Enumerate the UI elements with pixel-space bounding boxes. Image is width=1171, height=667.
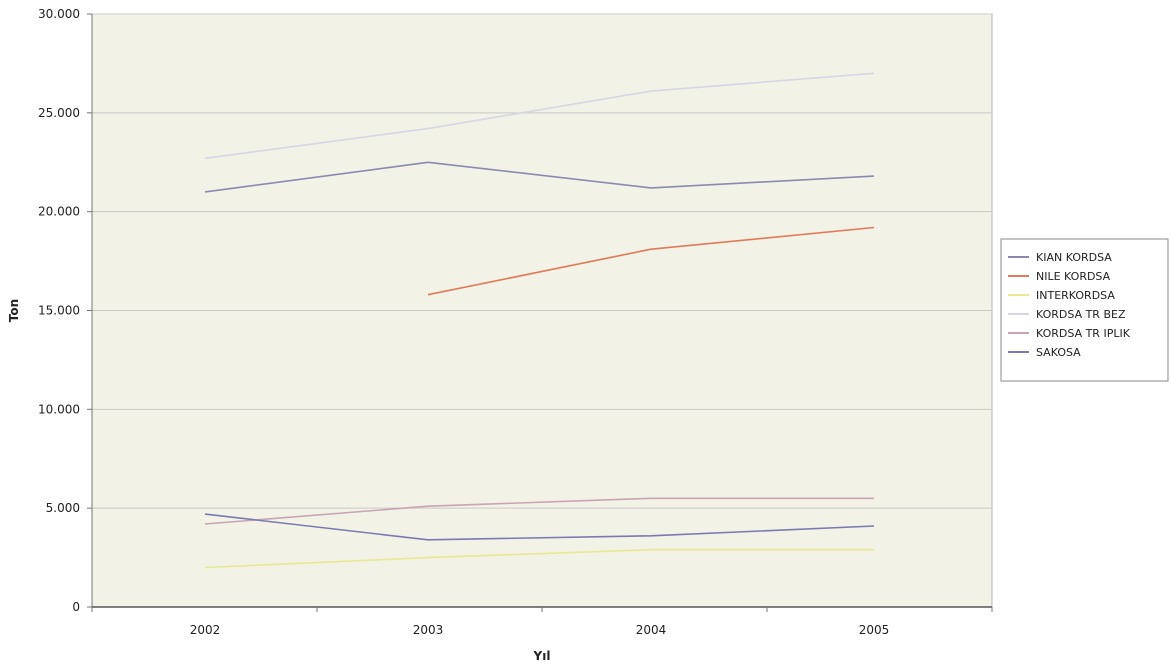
legend-box	[1000, 238, 1169, 382]
y-tick-label: 15.000	[38, 304, 80, 318]
series-line-1	[427, 226, 875, 296]
series-line-5	[204, 513, 875, 541]
y-tick-label: 30.000	[38, 7, 80, 21]
gridlines	[92, 13, 992, 509]
y-tick-label: 5.000	[46, 501, 80, 515]
legend: KIAN KORDSA NILE KORDSA INTERKORDSA KORDSA …	[1000, 238, 1169, 382]
y-tick-label: 25.000	[38, 106, 80, 120]
x-tick-label: 2005	[859, 623, 890, 637]
legend-label: KORDSA TR BEZ	[1036, 308, 1126, 321]
series-lines	[204, 72, 875, 569]
legend-label: KORDSA TR IPLIK	[1036, 327, 1131, 340]
series-line-3	[204, 72, 875, 160]
y-axis-title: Ton	[7, 299, 21, 322]
series-line-4	[204, 497, 874, 525]
x-tick-label: 2004	[636, 623, 667, 637]
y-tick-label: 20.000	[38, 205, 80, 219]
legend-label: NILE KORDSA	[1036, 270, 1111, 283]
legend-label: INTERKORDSA	[1036, 289, 1115, 302]
series-line-0	[204, 161, 875, 193]
x-axis-title: Yıl	[533, 649, 551, 663]
y-tick-label: 0	[72, 600, 80, 614]
y-tick-label: 10.000	[38, 402, 80, 416]
x-tick-label: 2003	[413, 623, 444, 637]
legend-label: KIAN KORDSA	[1036, 251, 1112, 264]
series-line-2	[204, 548, 874, 569]
legend-label: SAKOSA	[1036, 346, 1081, 359]
axes: 0 5.000 10.000 15.000 20.000 25.000 30.000 2002…	[38, 7, 993, 637]
x-tick-label: 2002	[190, 623, 221, 637]
